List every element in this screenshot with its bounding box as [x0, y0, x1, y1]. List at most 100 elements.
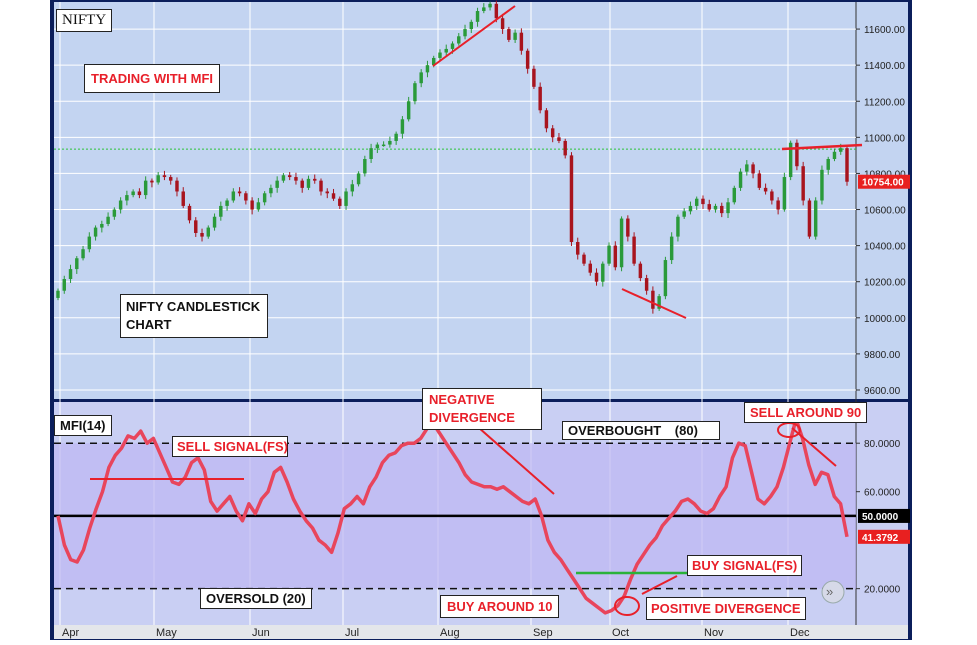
buy-signal-label: BUY SIGNAL(FS)	[687, 555, 803, 576]
candle	[457, 36, 461, 44]
candle	[394, 133, 398, 141]
mfi-label: MFI(14)	[54, 415, 112, 436]
candle	[482, 7, 486, 12]
price-tick-label: 10000.00	[864, 314, 906, 325]
midline-label: 50.0000	[862, 512, 899, 523]
candle	[475, 11, 480, 22]
last-price-box	[858, 174, 910, 189]
candle	[319, 180, 323, 192]
price-tick-label: 11400.00	[864, 61, 905, 72]
candle	[75, 258, 79, 270]
midline-box	[858, 508, 910, 523]
overbought-box: OVERBOUGHT (80)	[562, 421, 720, 440]
candle	[168, 177, 173, 181]
candle	[431, 57, 436, 66]
candle	[262, 193, 267, 203]
candle	[81, 249, 85, 259]
candle	[732, 187, 737, 203]
candlestick-chart-label: NIFTY CANDLESTICK CHART	[120, 294, 268, 338]
candle	[594, 272, 599, 282]
candle	[807, 200, 812, 237]
positive-divergence-line	[641, 575, 678, 595]
sell-around-line	[791, 427, 837, 467]
candle	[106, 216, 110, 224]
candle	[513, 32, 517, 40]
candle	[669, 236, 674, 261]
candle	[694, 198, 699, 206]
candle	[532, 68, 536, 87]
candle	[150, 180, 154, 183]
candle	[93, 227, 98, 237]
last-mfi-label: 41.3792	[862, 533, 899, 544]
candle	[325, 191, 329, 194]
chart-frame: 11600.0011400.0011200.0011000.0010800.00…	[50, 0, 912, 640]
candle	[782, 177, 787, 210]
overbought-value: (80)	[674, 423, 698, 438]
uptrend-annotation	[432, 5, 516, 67]
x-tick-label: Jun	[252, 627, 270, 639]
price-tick-label: 11600.00	[864, 25, 905, 36]
candle	[125, 195, 129, 201]
candle	[607, 245, 611, 264]
candle	[525, 50, 530, 69]
candle	[826, 158, 830, 170]
candle	[338, 198, 342, 206]
price-tick-label: 9600.00	[864, 386, 901, 397]
candle	[231, 191, 236, 201]
sell-signal-label: SELL SIGNAL(FS)	[172, 436, 288, 457]
candle	[563, 140, 567, 156]
candle	[500, 18, 505, 30]
candle	[187, 205, 192, 221]
candle	[726, 202, 730, 214]
candle	[388, 140, 392, 145]
candle	[582, 254, 586, 264]
candle	[118, 200, 123, 210]
price-tick-label: 9800.00	[864, 350, 901, 361]
candle	[194, 220, 198, 233]
candle	[275, 180, 279, 188]
candle	[87, 236, 92, 250]
candle	[688, 205, 693, 212]
candle	[745, 164, 749, 172]
candle	[56, 290, 60, 298]
candle	[469, 21, 474, 30]
candle	[644, 278, 649, 291]
candle	[544, 110, 549, 129]
buy-circle	[614, 596, 640, 616]
candle	[450, 43, 455, 49]
candle	[406, 101, 411, 120]
mfi-tick-label: 60.0000	[864, 488, 901, 499]
price-tick-label: 10600.00	[864, 206, 906, 217]
scroll-icon: »	[826, 584, 833, 599]
candle	[444, 48, 448, 53]
candle	[463, 29, 467, 37]
candle	[306, 178, 311, 188]
candle	[162, 175, 167, 178]
candle	[212, 216, 217, 228]
price-tick-label: 10400.00	[864, 242, 906, 253]
candle	[219, 205, 223, 217]
x-tick-label: Aug	[440, 627, 460, 639]
candle	[632, 236, 636, 264]
candle	[494, 3, 499, 19]
candle	[137, 191, 142, 196]
candle	[356, 173, 361, 185]
candle	[550, 128, 555, 138]
candle	[206, 227, 211, 237]
candle	[425, 65, 430, 73]
candle	[313, 178, 317, 181]
candle	[751, 164, 755, 174]
candle	[557, 137, 561, 141]
candle	[795, 142, 799, 167]
mfi-tick-label: 20.0000	[864, 585, 901, 596]
candle	[663, 260, 668, 297]
candle	[287, 175, 292, 178]
candle	[757, 173, 762, 188]
trading-with-mfi-label: TRADING WITH MFI	[84, 64, 221, 93]
mfi-line	[56, 417, 849, 615]
x-tick-label: Nov	[704, 627, 724, 639]
candle	[375, 144, 380, 149]
candle	[419, 72, 423, 84]
candle	[294, 177, 298, 181]
downtrend-annotation	[621, 288, 687, 319]
